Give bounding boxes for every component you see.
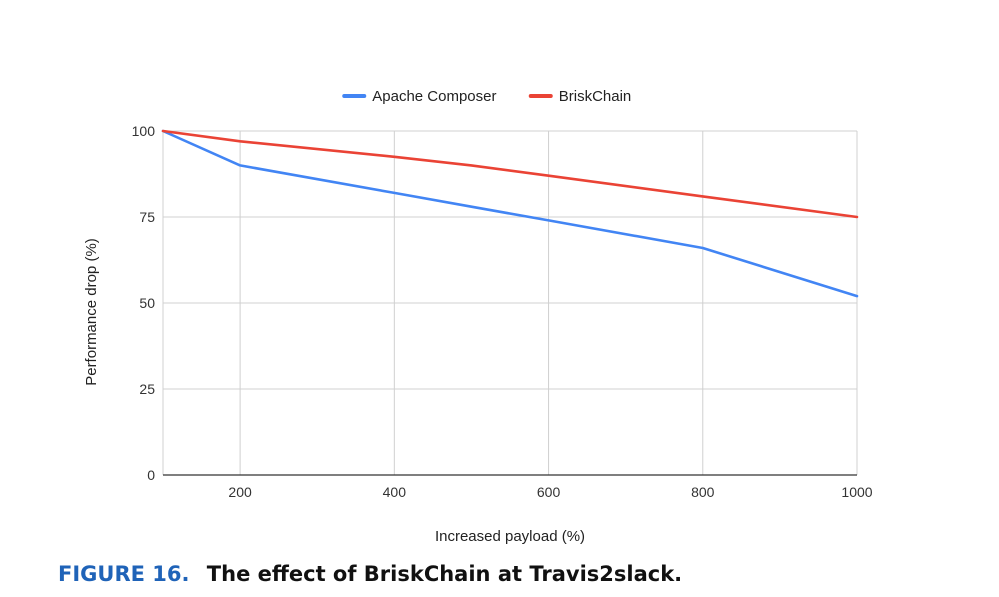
caption-text: The effect of BriskChain at Travis2slack… [206, 562, 683, 586]
series-lines [161, 129, 859, 298]
figure-caption: FIGURE 16. The effect of BriskChain at T… [58, 562, 682, 586]
y-axis-label: Performance drop (%) [83, 238, 100, 386]
x-tick-label: 800 [691, 484, 715, 500]
x-tick-label: 1000 [841, 484, 872, 500]
legend-label-briskchain: BriskChain [559, 88, 632, 105]
grid-lines [162, 130, 858, 475]
legend-label-apache-composer: Apache Composer [372, 88, 496, 105]
y-tick-label: 25 [139, 381, 155, 397]
y-tick-label: 0 [147, 467, 155, 483]
y-tick-label: 75 [139, 209, 155, 225]
x-axis-label: Increased payload (%) [435, 528, 585, 545]
tick-labels: 0 25 50 75 100 200 400 600 800 1000 [132, 123, 873, 500]
series-line-apache-composer [161, 129, 859, 298]
line-chart: 0 25 50 75 100 200 400 600 800 1000 Apache Compos… [83, 88, 873, 545]
x-tick-label: 200 [228, 484, 252, 500]
legend: Apache Composer BriskChain [342, 88, 632, 105]
x-tick-label: 600 [537, 484, 561, 500]
series-line-briskchain [161, 129, 859, 219]
caption-label: FIGURE 16. [58, 562, 190, 586]
x-tick-label: 400 [383, 484, 407, 500]
y-tick-label: 100 [132, 123, 156, 139]
y-tick-label: 50 [139, 295, 155, 311]
